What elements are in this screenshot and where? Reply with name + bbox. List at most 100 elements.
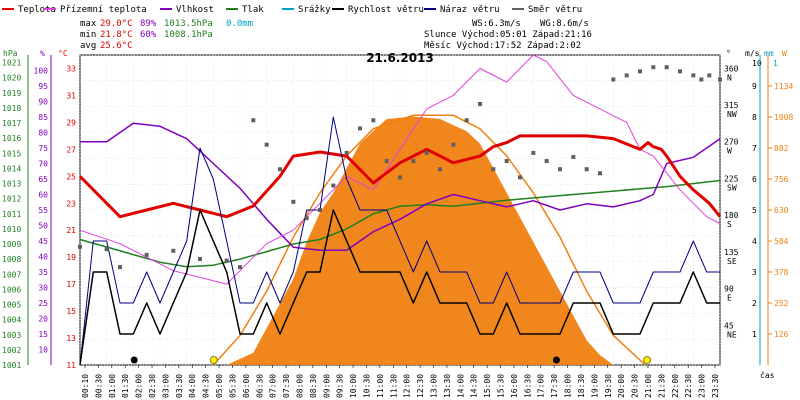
wind-direction-point (171, 248, 176, 253)
hpa-tick: 1013 (2, 180, 21, 189)
wind-direction-point (251, 118, 256, 123)
wind-direction-point (438, 167, 442, 172)
humidity-tick: 80 (38, 129, 48, 138)
hpa-tick: 1005 (2, 301, 21, 310)
humidity-tick: 90 (38, 98, 48, 107)
hpa-tick: 1020 (2, 74, 21, 83)
temperature-tick: 29 (66, 118, 76, 127)
solar-max-line (212, 114, 646, 366)
hpa-tick: 1006 (2, 285, 21, 294)
hpa-tick: 1004 (2, 316, 21, 325)
x-tick-label: 10:00 (349, 374, 358, 398)
legend-label-7: Směr větru (528, 5, 582, 15)
humidity-tick: 15 (38, 330, 48, 339)
wind-direction-point (707, 73, 712, 78)
wind-direction-point (638, 69, 642, 74)
axis-unit-mm: mm (764, 49, 774, 58)
wind-speed-tick: 2 (752, 299, 757, 308)
x-tick-label: 09:30 (336, 374, 345, 398)
legend-label-2: Vlhkost (176, 5, 214, 15)
wind-direction-point (699, 77, 704, 82)
temperature-tick: 33 (66, 64, 76, 73)
sun-marker (643, 356, 652, 364)
x-tick-label: 11:30 (389, 374, 398, 398)
temperature-tick: 15 (66, 307, 76, 316)
stat-max-hum: 89% (140, 19, 157, 29)
solar-tick: 1134 (774, 82, 793, 91)
hpa-tick: 1018 (2, 104, 21, 113)
x-tick-label: 21:30 (657, 374, 666, 398)
x-tick-label: 07:00 (269, 374, 278, 398)
temperature-tick: 31 (66, 91, 76, 100)
wind-speed-tick: 5 (752, 206, 757, 215)
axis-unit-w: W (782, 49, 787, 58)
x-tick-label: 21:00 (644, 374, 653, 398)
x-tick-label: 01:00 (108, 374, 117, 398)
direction-tick-degree: 270 (724, 138, 739, 147)
x-tick-label: 13:30 (443, 374, 452, 398)
wind-direction-point (278, 167, 282, 172)
wind-direction-point (371, 118, 376, 123)
axis-unit-dir: ° (726, 49, 731, 58)
solar-tick: 630 (774, 206, 789, 215)
x-tick-label: 20:00 (617, 374, 626, 398)
wind-speed-tick: 6 (752, 175, 757, 184)
wind-direction-point (571, 154, 576, 159)
x-tick-label: 08:30 (309, 374, 318, 398)
x-tick-label: 16:00 (510, 374, 519, 398)
sun-marker (209, 356, 218, 364)
stat-gust: WG:8.6m/s (540, 19, 589, 29)
temperature-tick: 11 (66, 361, 76, 370)
hpa-tick: 1010 (2, 225, 21, 234)
humidity-tick: 30 (38, 284, 48, 293)
x-tick-label: 12:00 (403, 374, 412, 398)
solar-tick: 882 (774, 144, 789, 153)
direction-tick-degree: 90 (724, 285, 734, 294)
x-tick-label: 01:30 (121, 374, 130, 398)
direction-tick-label: N (727, 73, 732, 82)
stat-max-rain: 0.0mm (226, 19, 253, 29)
solar-tick: 126 (774, 330, 789, 339)
wind-direction-point (598, 171, 602, 176)
direction-tick-degree: 360 (724, 64, 739, 73)
x-tick-label: 23:30 (711, 374, 720, 398)
axis-unit-hum: % (40, 49, 45, 58)
direction-tick-degree: 315 (724, 101, 739, 110)
wind-direction-point (611, 77, 616, 82)
humidity-tick: 55 (38, 206, 48, 215)
x-tick-label: 19:30 (604, 374, 613, 398)
x-tick-label: 15:30 (497, 374, 506, 398)
x-tick-label: 04:00 (188, 374, 197, 398)
temperature-tick: 25 (66, 172, 76, 181)
wind-direction-dots (78, 65, 722, 270)
wind-direction-point (398, 175, 402, 180)
axis-unit-hpa: hPa (3, 49, 18, 58)
series-humidity (80, 122, 721, 252)
wind-direction-point (531, 150, 536, 155)
humidity-tick: 70 (38, 160, 48, 169)
temperature-tick: 23 (66, 199, 76, 208)
sun-moon-markers (130, 356, 652, 364)
direction-tick-label: NE (727, 330, 737, 339)
x-tick-label: 00:30 (94, 374, 103, 398)
wind-direction-point (78, 244, 82, 249)
solar-tick: 378 (774, 268, 789, 277)
wind-direction-point (584, 167, 589, 172)
x-tick-label: 22:30 (684, 374, 693, 398)
x-tick-label: 14:30 (470, 374, 479, 398)
x-tick-label: 03:00 (161, 374, 170, 398)
wind-speed-tick: 4 (752, 237, 757, 246)
x-tick-label: 23:00 (698, 374, 707, 398)
x-tick-label: 19:00 (590, 374, 599, 398)
direction-tick-degree: 180 (724, 211, 739, 220)
hpa-tick: 1012 (2, 195, 21, 204)
stat-max-press: 1013.5hPa (164, 19, 213, 29)
legend: Teplota Přízemní teplota Vlhkost Tlak Srážky… (2, 5, 582, 15)
direction-tick-label: SW (727, 183, 737, 192)
axis-unit-temp: °C (58, 49, 68, 58)
axis-unit-ms: m/s (745, 49, 760, 58)
hpa-tick: 1019 (2, 89, 21, 98)
x-tick-label: 03:30 (175, 374, 184, 398)
humidity-tick: 85 (38, 113, 48, 122)
wind-direction-point (624, 73, 629, 78)
